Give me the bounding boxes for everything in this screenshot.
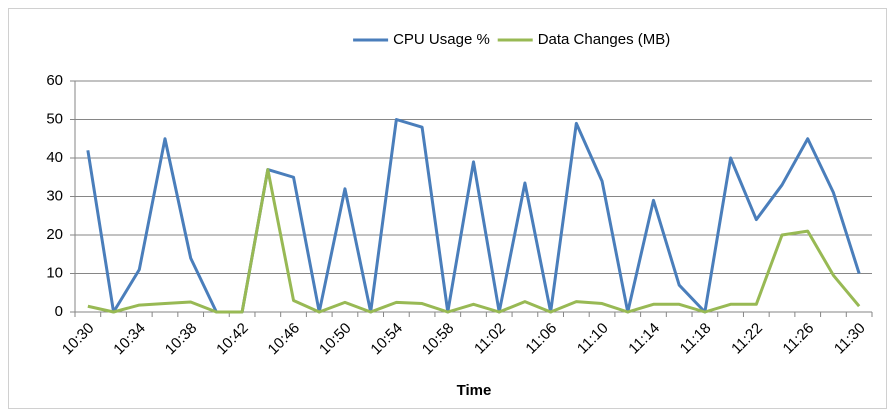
legend: CPU Usage % Data Changes (MB)	[353, 31, 670, 48]
legend-label: Data Changes (MB)	[538, 31, 671, 48]
y-tick-label: 30	[46, 187, 63, 204]
y-tick-label: 40	[46, 149, 63, 166]
series-line	[87, 168, 861, 314]
y-tick-label: 10	[46, 264, 63, 281]
y-tick-label: 50	[46, 110, 63, 127]
y-tick-label: 0	[55, 303, 63, 320]
legend-label: CPU Usage %	[393, 31, 490, 48]
chart-border	[8, 8, 887, 409]
y-tick-label: 60	[46, 72, 63, 89]
x-axis-title: Time	[457, 382, 492, 399]
y-tick-label: 20	[46, 226, 63, 243]
